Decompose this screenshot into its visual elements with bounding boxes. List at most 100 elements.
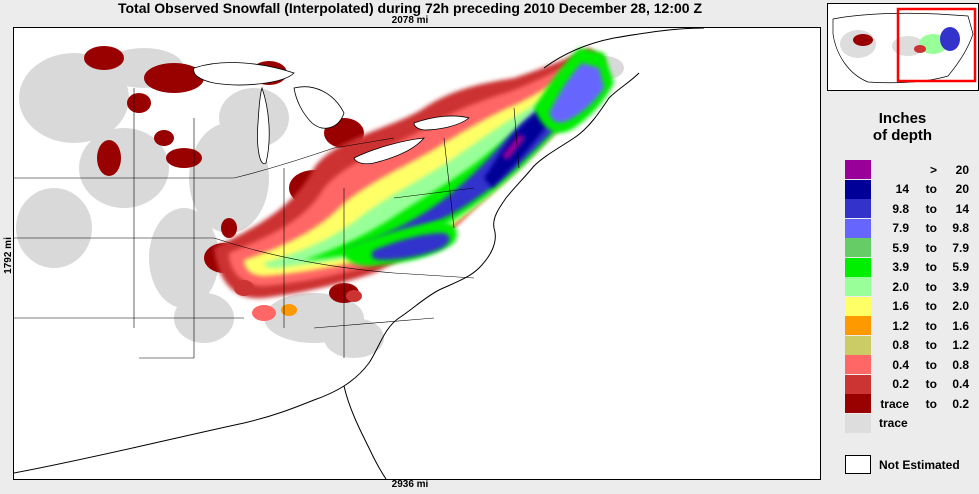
- legend-row: 1.2 to 1.6: [845, 316, 969, 336]
- snowfall-map: [13, 27, 821, 480]
- legend-sep: to: [925, 318, 937, 333]
- legend-swatch: [845, 218, 871, 238]
- legend-sep: to: [925, 357, 937, 372]
- legend-to: 0.8: [952, 357, 969, 372]
- legend-sep: to: [925, 240, 937, 255]
- legend-from: 0.2: [892, 377, 909, 392]
- map-title: Total Observed Snowfall (Interpolated) d…: [117, 0, 702, 16]
- great-lakes: [193, 62, 470, 165]
- legend-to: 9.8: [952, 221, 969, 236]
- legend-label: 0.8 to 1.2: [879, 338, 969, 352]
- legend-row: 9.8 to 14: [845, 199, 969, 219]
- legend-swatch: [845, 374, 871, 394]
- legend-label: 1.6 to 2.0: [879, 299, 969, 313]
- legend-from: 1.2: [892, 318, 909, 333]
- virginia-snow-blue: [371, 233, 450, 260]
- legend-title: Inches of depth: [840, 110, 965, 144]
- legend-sep: to: [925, 221, 937, 236]
- legend: >20 14 to 20 9.8 to 14 7.9 to 9.8 5.9 to 7.9 3.9 to 5.9…: [845, 160, 969, 433]
- legend-title-line2: of depth: [872, 127, 933, 144]
- legend-sep: to: [925, 377, 937, 392]
- inset-viewport-box: [896, 7, 977, 83]
- inset-canvas: [832, 7, 977, 84]
- legend-label: >20: [879, 163, 969, 177]
- legend-row: 0.8 to 1.2: [845, 335, 969, 356]
- legend-row: >20: [845, 160, 969, 180]
- legend-swatch: [845, 238, 871, 258]
- legend-to: 1.2: [952, 338, 969, 353]
- legend-to: 1.6: [952, 318, 969, 333]
- coastline: [14, 28, 705, 479]
- legend-to: 5.9: [952, 260, 969, 275]
- not-estimated-swatch: [845, 455, 871, 474]
- legend-from: 3.9: [892, 260, 909, 275]
- legend-label: 1.2 to 1.6: [879, 319, 969, 333]
- legend-swatch: [845, 179, 871, 199]
- legend-swatch: [845, 394, 871, 414]
- legend-sep: >: [929, 162, 937, 177]
- legend-to: 20: [955, 182, 969, 197]
- legend-from: 9.8: [892, 201, 909, 216]
- legend-label: 9.8 to 14: [879, 202, 969, 216]
- legend-to: 0.4: [952, 377, 969, 392]
- legend-label: trace: [879, 416, 939, 430]
- legend-swatch: [845, 160, 871, 180]
- legend-sep: to: [925, 279, 937, 294]
- locator-inset-map: [827, 3, 979, 91]
- legend-row: 2.0 to 3.9: [845, 277, 969, 297]
- legend-sep: to: [925, 201, 937, 216]
- snow-band-purple: [502, 134, 525, 160]
- legend-sep: to: [925, 338, 937, 353]
- legend-sep: to: [925, 182, 937, 197]
- legend-not-estimated: Not Estimated: [845, 455, 960, 474]
- new-england-snow-blue: [549, 63, 604, 123]
- legend-from: 7.9: [892, 221, 909, 236]
- legend-swatch: [845, 335, 871, 355]
- legend-swatch: [845, 257, 871, 277]
- legend-swatch: [845, 199, 871, 219]
- legend-row: 3.9 to 5.9: [845, 257, 969, 278]
- legend-from: 0.8: [892, 338, 909, 353]
- legend-label: 3.9 to 5.9: [879, 260, 969, 274]
- legend-swatch: [845, 355, 871, 375]
- state-borders: [14, 88, 520, 359]
- distance-label-bottom: 2936 mi: [391, 479, 429, 490]
- legend-from: 0.4: [892, 357, 909, 372]
- legend-label: 14 to 20: [879, 182, 969, 196]
- legend-swatch: [845, 296, 871, 316]
- legend-from: 14: [895, 182, 909, 197]
- legend-label: 0.2 to 0.4: [879, 377, 969, 391]
- snow-band-lightgreen: [264, 73, 588, 268]
- legend-row: 0.2 to 0.4: [845, 374, 969, 395]
- not-estimated-label: Not Estimated: [879, 457, 960, 472]
- legend-from: 2.0: [892, 279, 909, 294]
- legend-swatch: [845, 413, 871, 433]
- legend-to: 2.0: [952, 299, 969, 314]
- legend-row: 7.9 to 9.8: [845, 218, 969, 239]
- legend-from: trace: [879, 416, 908, 431]
- legend-to: 20: [955, 162, 969, 177]
- legend-row: 5.9 to 7.9: [845, 238, 969, 258]
- legend-sep: to: [925, 396, 937, 411]
- snow-band-yellow: [244, 66, 592, 276]
- legend-row: trace: [845, 413, 969, 434]
- legend-from: 5.9: [892, 240, 909, 255]
- legend-to: 3.9: [952, 279, 969, 294]
- legend-to: 0.2: [952, 396, 969, 411]
- legend-row: 14 to 20: [845, 179, 969, 200]
- legend-row: 1.6 to 2.0: [845, 296, 969, 317]
- map-canvas: [14, 28, 705, 479]
- legend-row: 0.4 to 0.8: [845, 355, 969, 375]
- legend-label: 5.9 to 7.9: [879, 241, 969, 255]
- legend-swatch: [845, 316, 871, 336]
- legend-row: trace to 0.2: [845, 394, 969, 414]
- legend-sep: to: [925, 299, 937, 314]
- legend-from: 1.6: [892, 299, 909, 314]
- legend-to: 7.9: [952, 240, 969, 255]
- legend-title-line1: Inches: [878, 110, 927, 127]
- southern-snow-spots: [234, 280, 362, 321]
- legend-swatch: [845, 277, 871, 297]
- distance-label-top: 2078 mi: [391, 15, 429, 26]
- legend-to: 14: [955, 201, 969, 216]
- legend-from: trace: [880, 396, 909, 411]
